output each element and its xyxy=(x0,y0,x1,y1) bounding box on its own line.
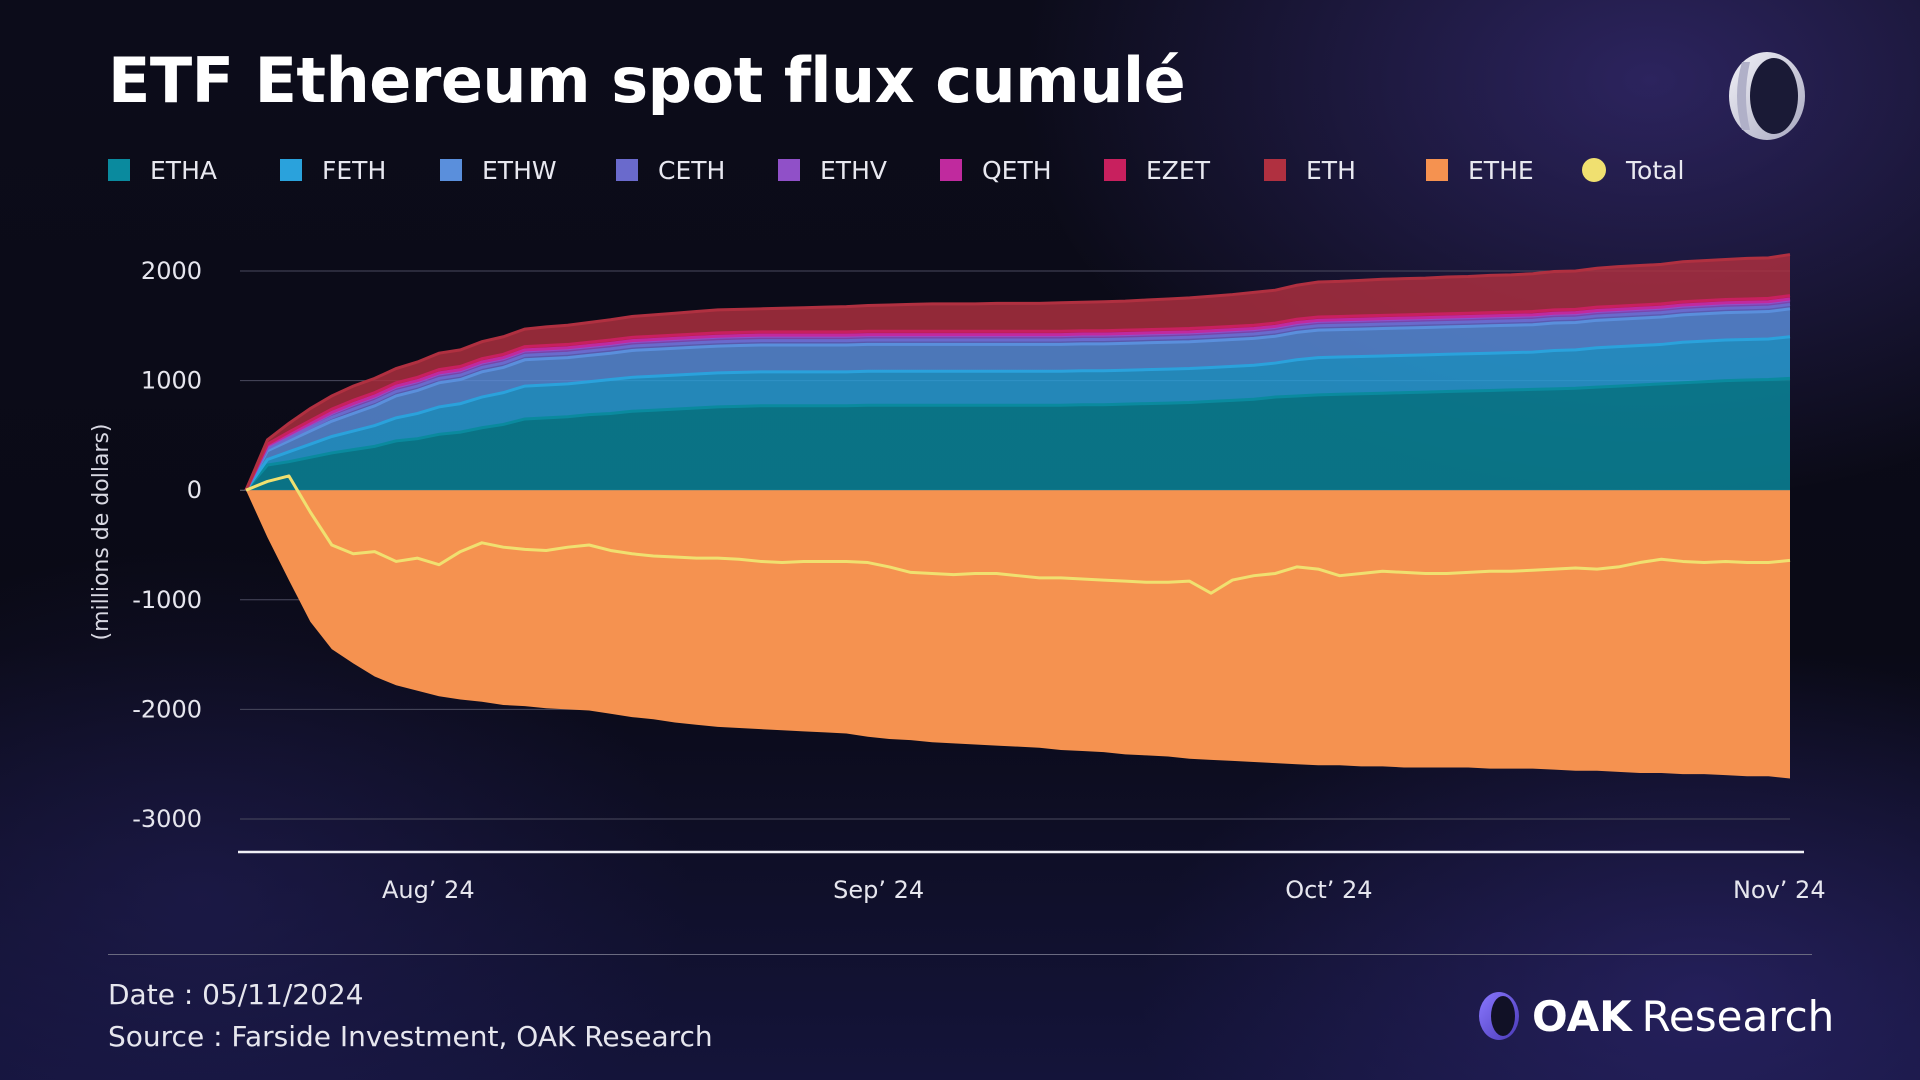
area-feth xyxy=(246,336,1790,491)
legend-swatch xyxy=(1264,159,1286,181)
brand-logo: OAK Research xyxy=(1476,988,1834,1044)
legend-label: ETH xyxy=(1306,155,1356,185)
y-tick-label: 2000 xyxy=(141,257,202,285)
area-edge-ezet xyxy=(244,294,1791,491)
area-edge-eth xyxy=(244,253,1791,491)
legend-swatch xyxy=(616,159,638,181)
y-tick-label: -1000 xyxy=(132,586,202,614)
legend-item-ethv: ETHV xyxy=(778,150,887,190)
footer-date: Date : 05/11/2024 xyxy=(108,978,364,1011)
x-tick-label: Nov’ 24 xyxy=(1733,876,1826,904)
y-tick-labels: 2000 1000 0 -1000 -2000 -3000 xyxy=(132,257,202,833)
legend-swatch xyxy=(1582,158,1606,182)
area-edge-ethw xyxy=(244,307,1791,491)
y-tick-label: 0 xyxy=(187,476,202,504)
footer-source: Source : Farside Investment, OAK Researc… xyxy=(108,1020,713,1053)
area-etha xyxy=(246,378,1790,491)
x-tick-label: Aug’ 24 xyxy=(382,876,475,904)
legend-item-total: Total xyxy=(1582,150,1684,190)
legend-label: EZET xyxy=(1146,155,1210,185)
y-tick-label: -3000 xyxy=(132,805,202,833)
legend-label: ETHW xyxy=(482,155,557,185)
oak-brand-icon xyxy=(1479,992,1519,1040)
chart-plot: 2000 1000 0 -1000 -2000 -3000 Aug’ 24 Sep’ 24 O… xyxy=(89,253,1826,904)
y-tick-label: 1000 xyxy=(141,367,202,395)
legend-label: QETH xyxy=(982,155,1052,185)
y-axis-label: (millions de dollars) xyxy=(89,423,114,640)
chart-legend: ETHA FETH ETHW CETH ETHV QETH EZET ETH ETHE Total xyxy=(108,150,1748,190)
oak-logo-icon xyxy=(1729,52,1805,140)
area-edge-ceth xyxy=(244,302,1791,491)
x-tick-label: Sep’ 24 xyxy=(833,876,924,904)
legend-swatch xyxy=(778,159,800,181)
area-edge-qeth xyxy=(244,297,1791,491)
legend-label: FETH xyxy=(322,155,387,185)
legend-swatch xyxy=(1104,159,1126,181)
area-ethe xyxy=(246,490,1790,779)
total-line xyxy=(245,474,1791,595)
legend-item-feth: FETH xyxy=(280,150,386,190)
legend-label: ETHV xyxy=(820,155,887,185)
area-edge-etha xyxy=(244,376,1791,492)
legend-label: CETH xyxy=(658,155,726,185)
area-ethv xyxy=(246,300,1790,491)
chart-title: ETF Ethereum spot flux cumulé xyxy=(108,44,1186,117)
total-line-group xyxy=(245,474,1791,595)
area-edge-feth xyxy=(244,335,1791,492)
legend-label: Total xyxy=(1626,155,1685,185)
y-tick-label: -2000 xyxy=(132,695,202,723)
x-tick-labels: Aug’ 24 Sep’ 24 Oct’ 24 Nov’ 24 xyxy=(382,876,1826,904)
legend-item-ethw: ETHW xyxy=(440,150,557,190)
legend-swatch xyxy=(940,159,962,181)
legend-swatch xyxy=(440,159,462,181)
series-lines xyxy=(244,253,1791,492)
legend-label: ETHA xyxy=(150,155,217,185)
legend-item-ceth: CETH xyxy=(616,150,725,190)
legend-swatch xyxy=(280,159,302,181)
legend-label: ETHE xyxy=(1468,155,1534,185)
legend-item-etha: ETHA xyxy=(108,150,217,190)
brand-research: Research xyxy=(1641,991,1835,1041)
legend-item-qeth: QETH xyxy=(940,150,1052,190)
legend-item-ethe: ETHE xyxy=(1426,150,1534,190)
area-ceth xyxy=(246,304,1790,491)
brand-oak: OAK xyxy=(1532,991,1632,1041)
legend-swatch xyxy=(1426,159,1448,181)
x-tick-label: Oct’ 24 xyxy=(1285,876,1372,904)
footer-divider xyxy=(108,954,1812,955)
legend-item-ezet: EZET xyxy=(1104,150,1210,190)
legend-swatch xyxy=(108,159,130,181)
legend-item-eth: ETH xyxy=(1264,150,1356,190)
